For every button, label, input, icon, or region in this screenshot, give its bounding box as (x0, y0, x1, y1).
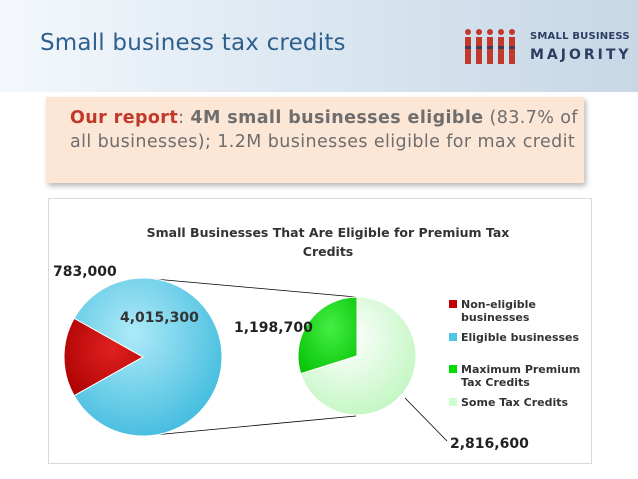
label-some-credits: 2,816,600 (450, 436, 529, 452)
connector-line-top (142, 277, 357, 298)
legend-label-some_credits: Some Tax Credits (461, 396, 569, 409)
sub-pie (297, 296, 417, 416)
connector-line-bottom (142, 415, 357, 437)
legend-label-non_eligible: Non-eligible (461, 298, 536, 311)
label-eligible: 4,015,300 (120, 310, 199, 326)
callout-detail: (83.7% of all businesses); 1.2M business… (70, 108, 578, 152)
slice-non-eligible (63, 317, 145, 397)
report-callout: Our report: 4M small businesses eligible… (46, 97, 584, 183)
logo-text-bottom: MAJORITY (530, 47, 632, 63)
label-leader-line (404, 397, 448, 442)
callout-colon: : (178, 108, 191, 128)
chart-title-line1: Small Businesses That Are Eligible for P… (147, 225, 510, 240)
slide-title: Small business tax credits (40, 30, 346, 56)
label-max-credits: 1,198,700 (234, 320, 313, 336)
slice-some-credits (300, 296, 417, 416)
slide-header: Small business tax credits (0, 0, 638, 92)
main-pie (63, 277, 223, 437)
legend-swatch-eligible (449, 333, 457, 341)
legend-label-max_credits: Maximum Premium (461, 363, 580, 376)
label-non-eligible: 783,000 (53, 264, 117, 280)
logo-text-top: SMALL BUSINESS (530, 31, 630, 42)
legend-swatch-non_eligible (449, 300, 457, 308)
legend-swatch-max_credits (449, 365, 457, 373)
legend-label-eligible: Eligible businesses (461, 331, 580, 344)
slice-eligible (73, 277, 223, 437)
legend-label-max_credits-line2: Tax Credits (461, 376, 530, 389)
legend-label-non_eligible-line2: businesses (461, 311, 530, 324)
legend-swatch-some_credits (449, 398, 457, 406)
callout-highlight: 4M small businesses eligible (190, 108, 484, 128)
slice-max-credits (297, 296, 358, 375)
chart-title-line2: Credits (303, 244, 353, 259)
callout-lead: Our report (70, 108, 179, 128)
logo-icon (465, 29, 515, 64)
